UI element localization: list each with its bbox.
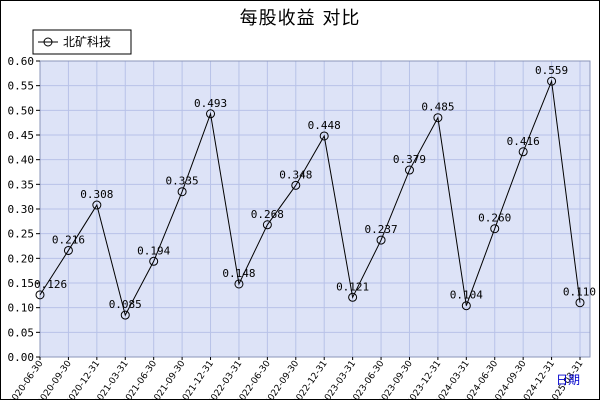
- data-label: 0.126: [34, 278, 67, 291]
- data-label: 0.148: [222, 267, 255, 280]
- y-tick-label: 0.25: [8, 228, 35, 241]
- legend-entry: 北矿科技: [63, 35, 111, 49]
- series-layer: [35, 76, 585, 320]
- data-label: 0.348: [279, 168, 312, 181]
- x-tick-label: 2020-06-30: [7, 359, 45, 400]
- data-point: [547, 76, 557, 86]
- y-tick-label: 0.40: [8, 154, 35, 167]
- data-label: 0.485: [421, 101, 454, 114]
- data-point: [262, 220, 272, 230]
- data-label: 0.559: [535, 64, 568, 77]
- data-label: 0.194: [137, 244, 170, 257]
- data-point: [490, 224, 500, 234]
- y-tick-label: 0.10: [8, 302, 35, 315]
- data-label: 0.268: [251, 208, 284, 221]
- data-label: 0.308: [80, 188, 113, 201]
- y-tick-label: 0.55: [8, 80, 35, 93]
- data-point: [518, 147, 528, 157]
- data-point: [348, 292, 358, 302]
- data-point: [319, 131, 329, 141]
- y-tick-label: 0.50: [8, 104, 35, 117]
- data-point: [149, 256, 159, 266]
- data-point: [35, 290, 45, 300]
- legend-marker-icon: [43, 37, 53, 47]
- data-label: 0.448: [308, 119, 341, 132]
- data-label: 0.216: [52, 233, 85, 246]
- data-label: 0.237: [364, 223, 397, 236]
- data-label: 0.416: [507, 135, 540, 148]
- chart-title: 每股收益 对比: [239, 8, 361, 29]
- data-point: [120, 310, 130, 320]
- data-label: 0.379: [393, 153, 426, 166]
- y-tick-labels: 0.00 0.05 0.10 0.15 0.20 0.25 0.30 0.35 0.40 0.45…: [8, 55, 40, 364]
- y-tick-label: 0.20: [8, 252, 35, 265]
- data-point: [92, 200, 102, 210]
- data-label: 0.121: [336, 280, 369, 293]
- data-label: 0.110: [563, 286, 596, 299]
- legend: 北矿科技: [32, 29, 132, 55]
- data-label: 0.335: [166, 175, 199, 188]
- y-tick-label: 0.30: [8, 203, 35, 216]
- data-label: 0.104: [450, 289, 483, 302]
- data-labels: 0.126 0.216 0.308 0.085 0.194 0.335 0.493 0.148…: [34, 64, 596, 311]
- y-tick-label: 0.05: [8, 326, 35, 339]
- y-tick-label: 0.15: [8, 277, 35, 290]
- data-point: [206, 109, 216, 119]
- data-point: [575, 298, 585, 308]
- y-tick-label: 0.60: [8, 55, 35, 68]
- y-tick-label: 0.00: [8, 351, 35, 364]
- data-point: [291, 180, 301, 190]
- data-label: 0.260: [478, 212, 511, 225]
- x-tick-labels: 2020-06-302020-09-302020-12-312021-03-31…: [7, 357, 585, 400]
- data-point: [234, 279, 244, 289]
- data-point: [376, 235, 386, 245]
- series-line: [39, 79, 581, 317]
- data-point: [404, 165, 414, 175]
- data-point: [177, 187, 187, 197]
- x-axis-title: 日期: [556, 373, 580, 387]
- data-label: 0.493: [194, 97, 227, 110]
- data-point: [461, 301, 471, 311]
- data-label: 0.085: [109, 298, 142, 311]
- data-point: [433, 113, 443, 123]
- y-tick-label: 0.35: [8, 178, 35, 191]
- y-tick-label: 0.45: [8, 129, 35, 142]
- data-point: [63, 245, 73, 255]
